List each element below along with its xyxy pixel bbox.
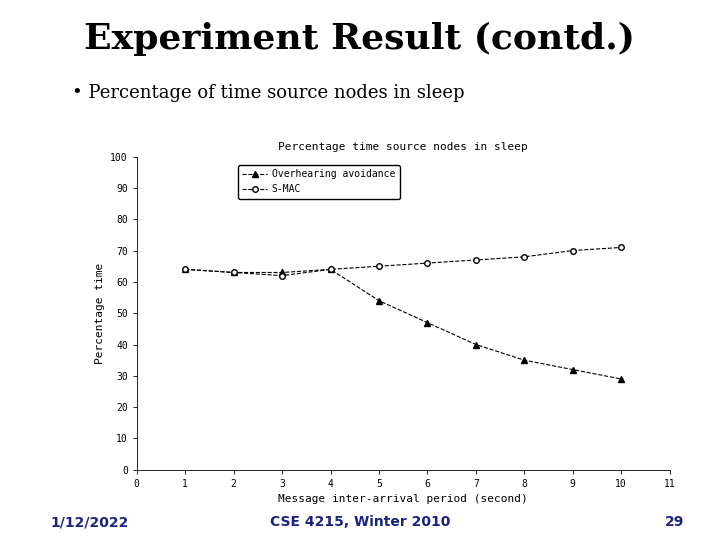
- Title: Percentage time source nodes in sleep: Percentage time source nodes in sleep: [279, 141, 528, 152]
- Overhearing avoidance: [568, 366, 577, 373]
- S-MAC: [374, 263, 383, 269]
- Y-axis label: Percentage time: Percentage time: [94, 262, 104, 364]
- S-MAC: [472, 256, 480, 263]
- S-MAC: [568, 247, 577, 254]
- S-MAC: [326, 266, 335, 273]
- S-MAC: [278, 272, 287, 279]
- Text: 1/12/2022: 1/12/2022: [50, 515, 129, 529]
- Overhearing avoidance: [472, 341, 480, 348]
- S-MAC: [181, 266, 189, 273]
- Overhearing avoidance: [520, 357, 528, 363]
- S-MAC: [423, 260, 432, 266]
- Overhearing avoidance: [617, 376, 626, 382]
- Text: 29: 29: [665, 515, 684, 529]
- Text: CSE 4215, Winter 2010: CSE 4215, Winter 2010: [270, 515, 450, 529]
- S-MAC: [230, 269, 238, 276]
- Line: Overhearing avoidance: Overhearing avoidance: [182, 267, 624, 382]
- Overhearing avoidance: [181, 266, 189, 273]
- Legend: Overhearing avoidance, S-MAC: Overhearing avoidance, S-MAC: [238, 165, 400, 199]
- X-axis label: Message inter-arrival period (second): Message inter-arrival period (second): [279, 495, 528, 504]
- Text: • Percentage of time source nodes in sleep: • Percentage of time source nodes in sle…: [72, 84, 464, 102]
- Overhearing avoidance: [326, 266, 335, 273]
- Overhearing avoidance: [374, 298, 383, 304]
- Overhearing avoidance: [230, 269, 238, 276]
- Overhearing avoidance: [278, 269, 287, 276]
- S-MAC: [617, 244, 626, 251]
- S-MAC: [520, 254, 528, 260]
- Text: Experiment Result (contd.): Experiment Result (contd.): [84, 22, 636, 56]
- Line: S-MAC: S-MAC: [182, 245, 624, 279]
- Overhearing avoidance: [423, 319, 432, 326]
